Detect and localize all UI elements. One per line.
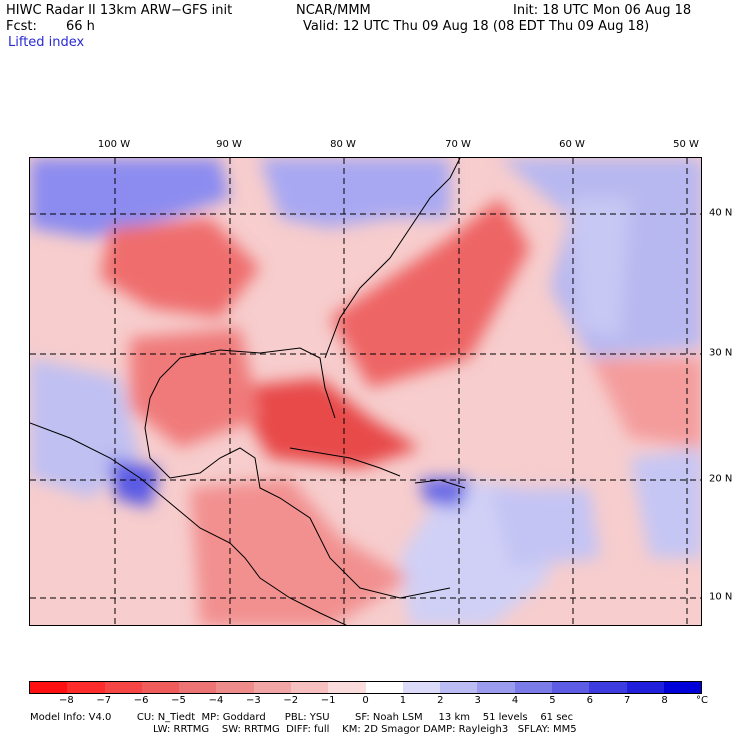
lat-label-40n: 40 N: [709, 207, 733, 219]
colorbar-swatch: [589, 682, 627, 693]
stable-region-great-lakes: [260, 158, 450, 228]
colorbar-tick-label: −8: [59, 695, 74, 706]
forecast-hour: 66 h: [66, 19, 95, 34]
coast-pacific-mexico: [30, 422, 347, 625]
colorbar-swatch: [514, 682, 552, 693]
lat-label-20n: 20 N: [709, 473, 733, 485]
colorbar-swatch: [477, 682, 515, 693]
colorbar-tick-label: 4: [511, 695, 519, 706]
forecast-label: Fcst:: [6, 19, 37, 34]
colorbar: [29, 681, 702, 694]
stable-region-east: [630, 448, 701, 558]
unstable-region-central-america: [190, 478, 410, 625]
lon-label-60w: 60 W: [559, 139, 585, 150]
colorbar-tick-label: −2: [283, 695, 299, 706]
colorbar-swatch: [328, 682, 366, 693]
colorbar-tick-label: 7: [624, 695, 631, 706]
colorbar-tick-label: 3: [474, 695, 481, 706]
lon-label-50w: 50 W: [673, 139, 699, 150]
colorbar-tick-label: 5: [549, 695, 556, 706]
lon-label-100w: 100 W: [97, 139, 131, 150]
colorbar-swatch: [626, 682, 664, 693]
lat-label-30n: 30 N: [709, 347, 733, 359]
field-shading: [30, 158, 701, 625]
colorbar-tick-label: −6: [133, 695, 149, 706]
colorbar-swatch: [290, 682, 329, 693]
colorbar-swatch: [141, 682, 180, 693]
colorbar-swatch: [30, 682, 68, 693]
lat-label-10n: 10 N: [709, 591, 733, 603]
unstable-region-central-atlantic: [590, 358, 701, 448]
coast-gulf-north: [149, 347, 336, 419]
colorbar-tick-label: 0: [362, 695, 369, 706]
colorbar-tick-label: −4: [208, 695, 224, 706]
init-time: Init: 18 UTC Mon 06 Aug 18: [513, 3, 692, 18]
colorbar-tick-label: −3: [245, 695, 261, 706]
coast-mexico-gulf: [144, 397, 451, 599]
colorbar-swatch: [551, 682, 590, 693]
organization: NCAR/MMM: [296, 3, 371, 18]
lon-label-90w: 90 W: [216, 139, 242, 150]
colorbar-swatch: [440, 682, 478, 693]
colorbar-swatch: [663, 682, 702, 693]
stable-core-mexico: [110, 458, 160, 508]
stable-band-atlantic: [570, 198, 630, 338]
colorbar-swatch: [253, 682, 291, 693]
colorbar-swatch: [365, 682, 403, 693]
map-field-svg: [30, 158, 701, 625]
valid-time: Valid: 12 UTC Thu 09 Aug 18 (08 EDT Thu …: [303, 19, 650, 34]
model-info-line1: Model Info: V4.0 CU: N_Tiedt MP: Goddard…: [30, 712, 574, 723]
lon-label-70w: 70 W: [445, 139, 471, 150]
coast-hispaniola: [414, 479, 466, 489]
model-info-line2: LW: RRTMG SW: RRTMG DIFF: full KM: 2D Sm…: [153, 724, 577, 735]
colorbar-unit: °C: [696, 695, 708, 706]
stable-region-north-plains: [30, 158, 230, 238]
unstable-core-gulf: [230, 378, 420, 468]
colorbar-tick-label: 8: [661, 695, 668, 706]
field-name: Lifted index: [8, 35, 85, 50]
coast-east-us: [324, 158, 461, 359]
coastlines: [30, 158, 466, 625]
colorbar-swatch: [104, 682, 142, 693]
product-title: HIWC Radar II 13km ARW−GFS init: [6, 3, 233, 18]
unstable-region-texas: [130, 328, 260, 448]
colorbar-tick-label: −7: [96, 695, 112, 706]
lon-label-80w: 80 W: [330, 139, 356, 150]
lifted-index-map: [29, 157, 702, 626]
colorbar-tick-label: 6: [586, 695, 594, 706]
unstable-region-gulf-stream: [330, 198, 530, 388]
colorbar-swatch: [402, 682, 441, 693]
colorbar-tick-label: −5: [171, 695, 186, 706]
colorbar-swatch: [179, 682, 217, 693]
unstable-region-plains: [100, 218, 260, 318]
colorbar-tick-label: 2: [437, 695, 444, 706]
colorbar-tick-label: 1: [399, 695, 407, 706]
colorbar-swatch: [67, 682, 105, 693]
colorbar-swatch: [216, 682, 254, 693]
colorbar-tick-label: −1: [320, 695, 336, 706]
coast-cuba: [289, 447, 401, 477]
